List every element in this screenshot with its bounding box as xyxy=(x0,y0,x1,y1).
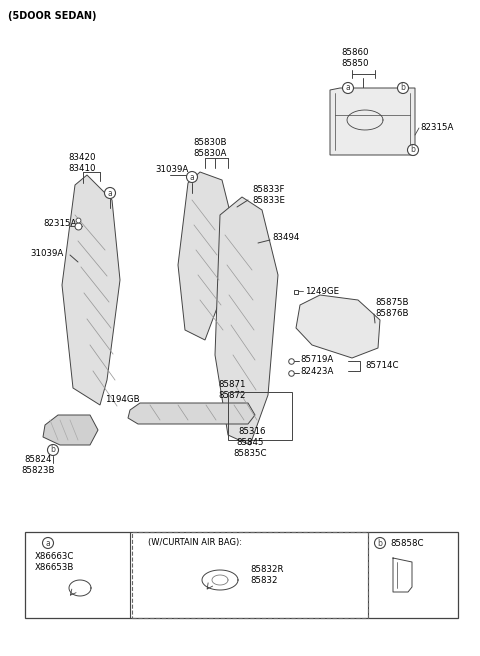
Text: (W/CURTAIN AIR BAG):: (W/CURTAIN AIR BAG): xyxy=(148,537,242,546)
Text: 85875B
85876B: 85875B 85876B xyxy=(375,298,408,318)
Circle shape xyxy=(105,188,116,199)
Text: X86663C
X86653B: X86663C X86653B xyxy=(35,552,74,571)
Text: a: a xyxy=(190,173,194,182)
Polygon shape xyxy=(296,295,380,358)
Polygon shape xyxy=(330,88,415,155)
Text: 1194GB: 1194GB xyxy=(105,396,140,405)
Bar xyxy=(25,532,458,618)
Bar xyxy=(228,392,292,440)
Text: a: a xyxy=(108,188,112,197)
Polygon shape xyxy=(62,175,120,405)
Text: b: b xyxy=(50,445,55,455)
Text: 83420
83410: 83420 83410 xyxy=(68,154,96,173)
Circle shape xyxy=(48,445,59,455)
Polygon shape xyxy=(128,403,255,424)
Circle shape xyxy=(408,144,419,155)
Circle shape xyxy=(343,83,353,94)
Text: 85833F
85833E: 85833F 85833E xyxy=(252,185,285,205)
Text: 82423A: 82423A xyxy=(300,367,334,377)
Circle shape xyxy=(187,171,197,182)
Text: 85830B
85830A: 85830B 85830A xyxy=(193,138,227,157)
Polygon shape xyxy=(178,172,232,340)
Bar xyxy=(132,532,368,618)
Polygon shape xyxy=(43,415,98,445)
Text: 31039A: 31039A xyxy=(155,165,188,174)
Circle shape xyxy=(397,83,408,94)
Text: 85871
85872: 85871 85872 xyxy=(218,380,245,400)
Text: 85714C: 85714C xyxy=(365,361,398,371)
Text: 85719A: 85719A xyxy=(300,356,333,365)
Text: a: a xyxy=(346,83,350,92)
Text: 31039A: 31039A xyxy=(30,249,63,258)
Text: b: b xyxy=(401,83,406,92)
Circle shape xyxy=(374,537,385,548)
Text: (5DOOR SEDAN): (5DOOR SEDAN) xyxy=(8,11,96,21)
Text: b: b xyxy=(378,539,383,548)
Circle shape xyxy=(43,537,53,548)
Text: a: a xyxy=(46,539,50,548)
Polygon shape xyxy=(215,197,278,445)
Text: 85860
85850: 85860 85850 xyxy=(341,49,369,68)
Text: 85832R
85832: 85832R 85832 xyxy=(250,565,284,584)
Text: 85316: 85316 xyxy=(238,428,266,436)
Text: b: b xyxy=(410,146,415,155)
Text: 82315A: 82315A xyxy=(43,220,76,228)
Text: 85858C: 85858C xyxy=(390,539,423,548)
Text: 85845
85835C: 85845 85835C xyxy=(233,438,267,458)
Text: 1249GE: 1249GE xyxy=(305,287,339,297)
Text: 82315A: 82315A xyxy=(420,123,454,133)
Text: 85824
85823B: 85824 85823B xyxy=(21,455,55,475)
Text: 83494: 83494 xyxy=(272,234,300,243)
